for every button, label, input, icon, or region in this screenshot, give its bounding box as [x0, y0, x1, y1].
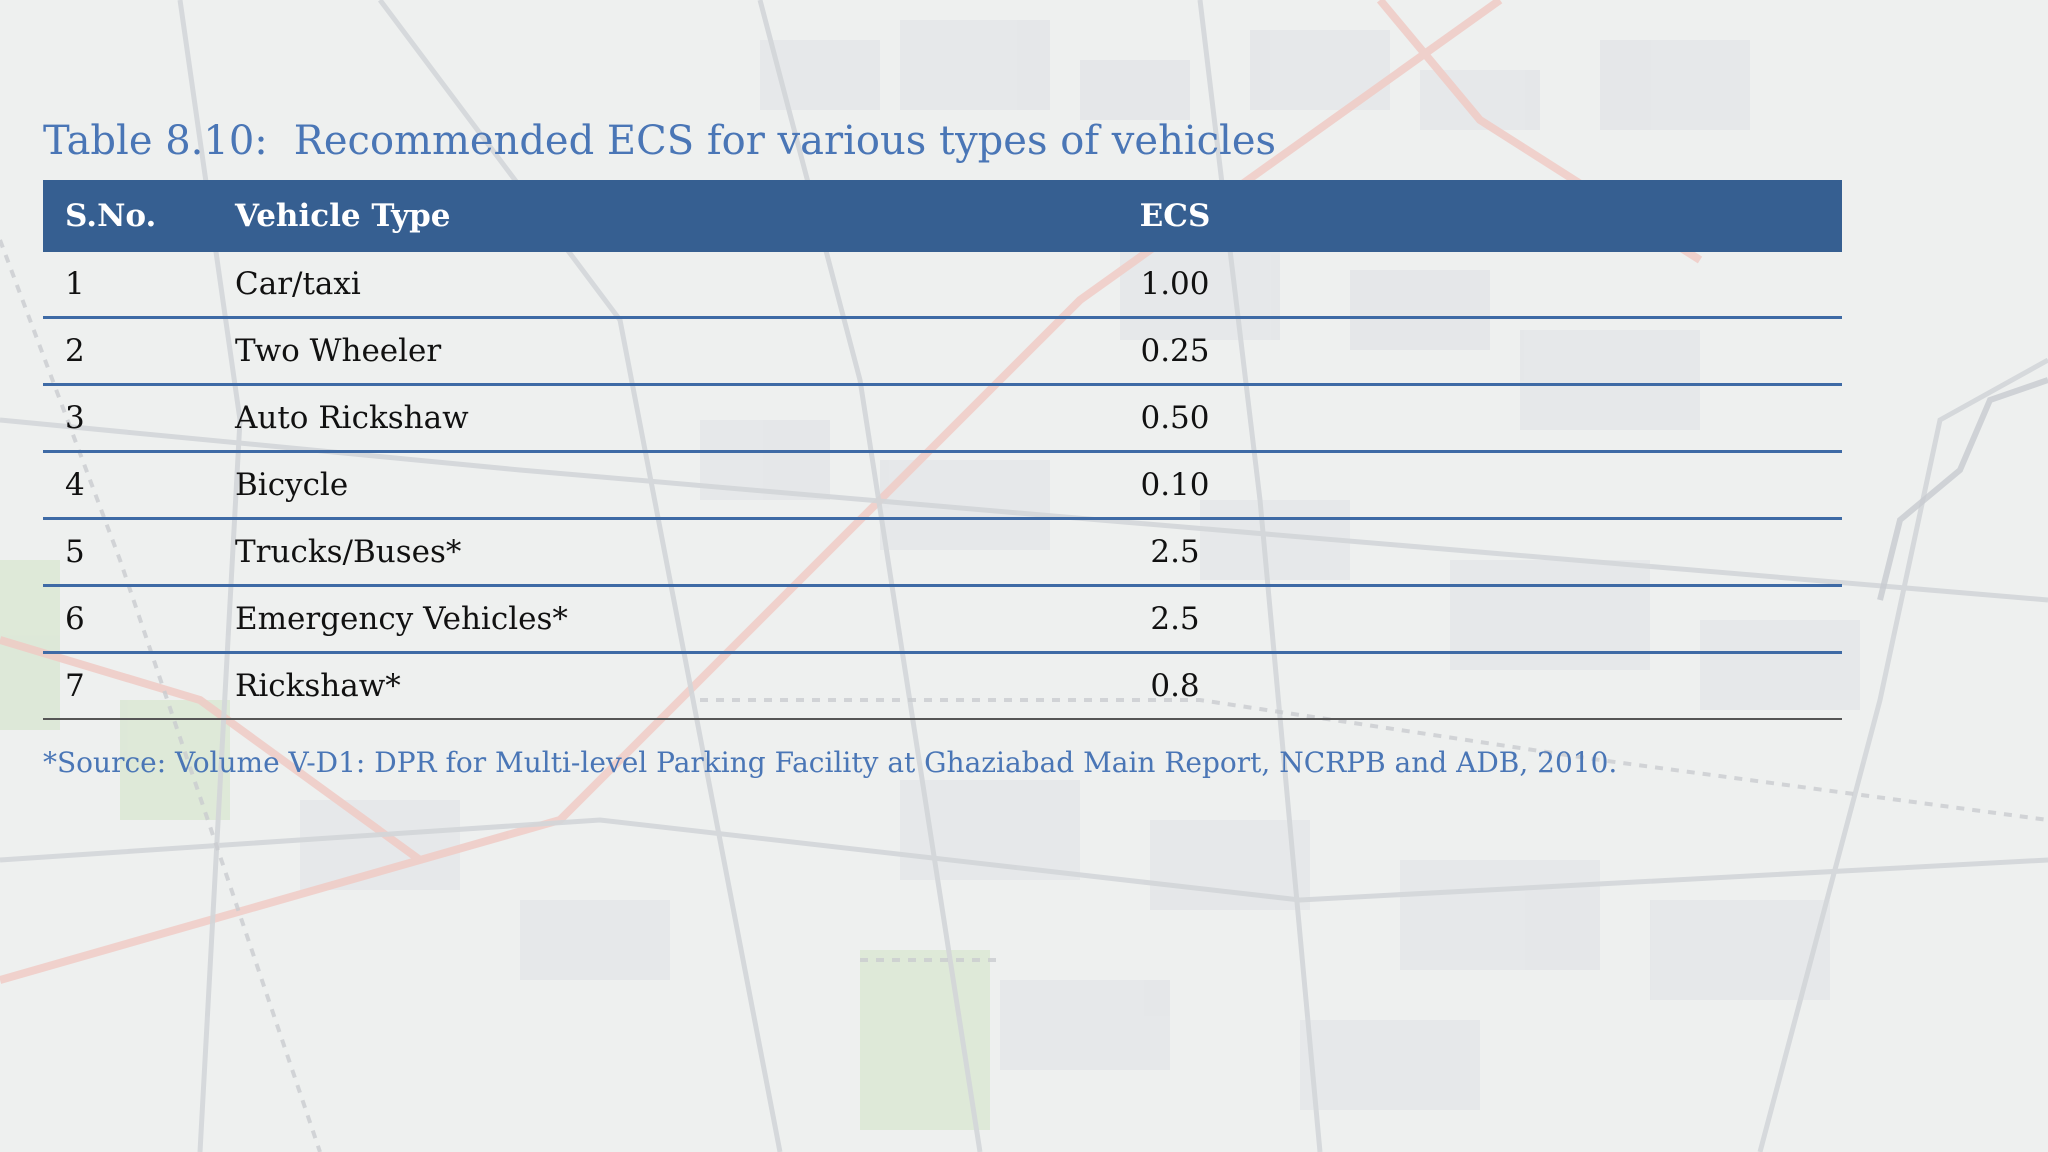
- table-header-row: S.No. Vehicle Type ECS: [43, 180, 1842, 252]
- table-row: 1 Car/taxi 1.00: [43, 252, 1842, 319]
- cell-spacer: [1235, 317, 1842, 386]
- table-row: 3 Auto Rickshaw 0.50: [43, 384, 1842, 453]
- header-ecs: ECS: [1115, 180, 1235, 252]
- cell-ecs: 2.5: [1115, 585, 1235, 654]
- header-sno: S.No.: [43, 180, 235, 252]
- cell-vehicle-type: Two Wheeler: [235, 317, 1115, 386]
- cell-sno: 7: [43, 652, 235, 720]
- header-spacer: [1235, 180, 1842, 252]
- table-row: 2 Two Wheeler 0.25: [43, 317, 1842, 386]
- cell-ecs: 0.10: [1115, 451, 1235, 520]
- table-row: 7 Rickshaw* 0.8: [43, 652, 1842, 720]
- table-row: 4 Bicycle 0.10: [43, 451, 1842, 520]
- table-number: Table 8.10:: [43, 118, 268, 164]
- cell-sno: 5: [43, 518, 235, 587]
- cell-sno: 3: [43, 384, 235, 453]
- table-row: 5 Trucks/Buses* 2.5: [43, 518, 1842, 587]
- cell-ecs: 0.25: [1115, 317, 1235, 386]
- cell-vehicle-type: Emergency Vehicles*: [235, 585, 1115, 654]
- cell-sno: 6: [43, 585, 235, 654]
- header-vehicle-type: Vehicle Type: [235, 180, 1115, 252]
- cell-spacer: [1235, 652, 1842, 720]
- cell-spacer: [1235, 451, 1842, 520]
- cell-vehicle-type: Trucks/Buses*: [235, 518, 1115, 587]
- cell-sno: 2: [43, 317, 235, 386]
- cell-ecs: 0.50: [1115, 384, 1235, 453]
- table-title: Table 8.10: Recommended ECS for various t…: [43, 118, 1276, 164]
- cell-spacer: [1235, 518, 1842, 587]
- cell-ecs: 2.5: [1115, 518, 1235, 587]
- cell-vehicle-type: Rickshaw*: [235, 652, 1115, 720]
- table-caption: Recommended ECS for various types of veh…: [293, 118, 1277, 164]
- ecs-table: S.No. Vehicle Type ECS 1 Car/taxi 1.00 2…: [43, 180, 1842, 720]
- cell-ecs: 1.00: [1115, 252, 1235, 319]
- source-footnote: *Source: Volume V-D1: DPR for Multi-leve…: [43, 746, 1618, 779]
- cell-vehicle-type: Car/taxi: [235, 252, 1115, 319]
- cell-sno: 4: [43, 451, 235, 520]
- cell-ecs: 0.8: [1115, 652, 1235, 720]
- cell-sno: 1: [43, 252, 235, 319]
- table-row: 6 Emergency Vehicles* 2.5: [43, 585, 1842, 654]
- cell-spacer: [1235, 585, 1842, 654]
- cell-spacer: [1235, 384, 1842, 453]
- cell-vehicle-type: Auto Rickshaw: [235, 384, 1115, 453]
- cell-vehicle-type: Bicycle: [235, 451, 1115, 520]
- cell-spacer: [1235, 252, 1842, 319]
